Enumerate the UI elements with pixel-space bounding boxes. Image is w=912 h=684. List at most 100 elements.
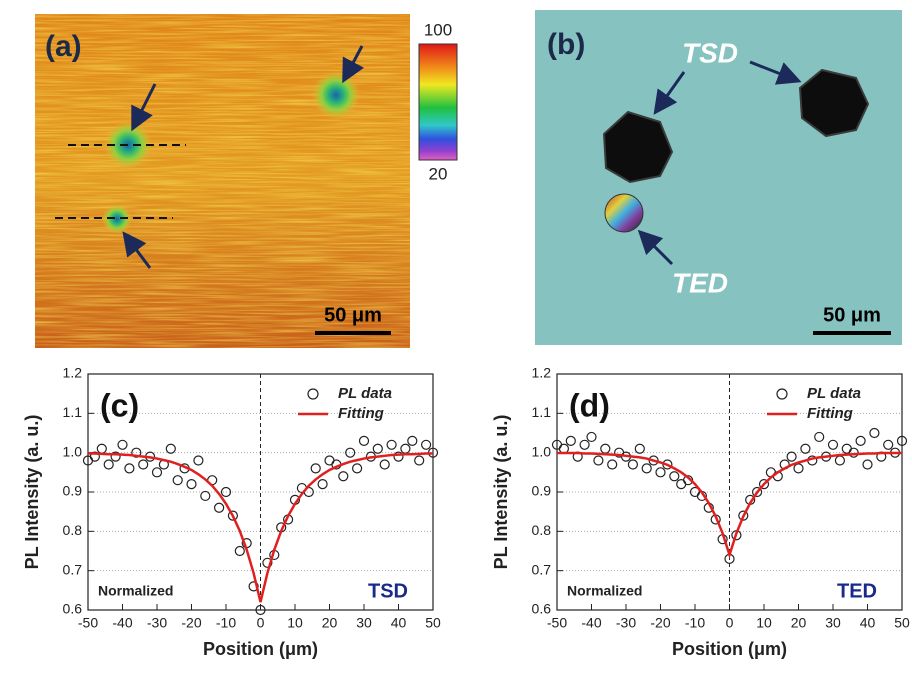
data-point [324, 455, 335, 466]
data-point [227, 510, 238, 521]
data-point [407, 435, 418, 446]
x-tick-label: -20 [650, 615, 670, 631]
data-point [386, 439, 397, 450]
arrow [653, 71, 686, 115]
x-tick-label: -30 [616, 615, 636, 631]
defect-annotation: TED [672, 267, 728, 298]
scale-bar-label: 50 μm [823, 304, 881, 326]
data-point [151, 467, 163, 478]
x-tick-label: -20 [181, 615, 201, 631]
x-tick-label: -30 [147, 615, 167, 631]
data-point [138, 459, 149, 470]
data-point [827, 439, 839, 450]
y-tick-label: 1.0 [63, 443, 83, 459]
data-point [586, 431, 597, 443]
y-tick-label: 0.8 [63, 522, 83, 538]
data-point [200, 490, 211, 502]
x-tick-label: 30 [356, 615, 372, 631]
arrow [749, 60, 802, 85]
data-point [862, 459, 873, 470]
tsd-pit [602, 110, 674, 184]
x-tick-label: 10 [756, 615, 772, 631]
y-tick-label: 1.1 [63, 404, 83, 420]
data-point [786, 451, 797, 462]
y-tick-label: 0.6 [532, 601, 552, 617]
data-point [220, 486, 232, 498]
data-point [848, 447, 859, 458]
data-point [758, 479, 770, 490]
data-point [96, 443, 107, 454]
x-tick-label: 40 [860, 615, 876, 631]
x-tick-label: 50 [425, 615, 441, 631]
y-tick-label: 0.6 [63, 601, 83, 617]
x-tick-label: 10 [287, 615, 303, 631]
y-tick-label: 1.1 [532, 404, 552, 420]
data-point [634, 443, 645, 454]
data-point [655, 467, 666, 478]
data-point [310, 463, 321, 474]
legend-label: Fitting [338, 405, 384, 422]
data-point [421, 439, 432, 450]
data-point [193, 455, 204, 466]
y-tick-label: 1.0 [532, 443, 552, 459]
y-axis-label: PL Intensity (a. u.) [22, 415, 42, 570]
arrow [131, 83, 157, 132]
fit-line [557, 451, 902, 560]
data-point [738, 510, 749, 521]
data-point [841, 443, 852, 454]
x-tick-label: -10 [216, 615, 236, 631]
data-point [814, 431, 825, 443]
panel-label: (c) [100, 387, 139, 423]
data-point [593, 455, 604, 466]
data-point [172, 475, 183, 486]
legend-label: PL data [338, 385, 392, 402]
data-point [393, 451, 404, 462]
data-point [669, 471, 680, 482]
data-point [345, 447, 356, 458]
x-tick-label: 30 [825, 615, 841, 631]
data-point [89, 451, 101, 462]
arrow [122, 231, 152, 269]
data-point [834, 455, 846, 466]
arrow [637, 229, 674, 266]
data-point [607, 459, 618, 470]
annotation: Normalized [98, 583, 173, 599]
data-point [676, 479, 687, 490]
image-background [535, 10, 902, 345]
optical-image: TSD TED (b) 50 μm [535, 10, 902, 345]
defect-spot [102, 204, 132, 234]
y-tick-label: 0.7 [63, 561, 83, 577]
data-point [124, 463, 135, 474]
data-point [234, 545, 245, 557]
x-axis-label: Position (μm) [672, 639, 787, 659]
x-axis-label: Position (μm) [203, 639, 318, 659]
data-point [565, 435, 576, 446]
x-tick-label: -40 [112, 615, 132, 631]
data-point [372, 443, 383, 454]
data-point [262, 557, 273, 568]
y-tick-label: 1.2 [63, 365, 83, 381]
defect-label: TSD [368, 580, 408, 602]
y-tick-label: 0.9 [532, 483, 552, 499]
data-point [855, 435, 866, 446]
panel-label: (b) [547, 28, 585, 61]
tsd-pit [798, 68, 870, 138]
legend-label: Fitting [807, 405, 853, 422]
scale-bar-label: 50 μm [324, 304, 382, 326]
x-tick-label: 0 [726, 615, 734, 631]
data-point [896, 435, 908, 446]
data-point [883, 439, 894, 450]
data-point [379, 459, 390, 470]
arrow [342, 45, 365, 84]
colorbar-tick: 20 [429, 164, 448, 183]
data-point [165, 443, 176, 454]
data-point [400, 443, 411, 454]
colorbar [418, 43, 458, 161]
y-tick-label: 0.7 [532, 561, 552, 577]
panel-label: (a) [45, 30, 82, 63]
data-point [579, 439, 590, 450]
data-point [255, 604, 266, 616]
annotation: Normalized [567, 583, 642, 599]
x-tick-label: -10 [685, 615, 705, 631]
data-point [214, 502, 225, 513]
